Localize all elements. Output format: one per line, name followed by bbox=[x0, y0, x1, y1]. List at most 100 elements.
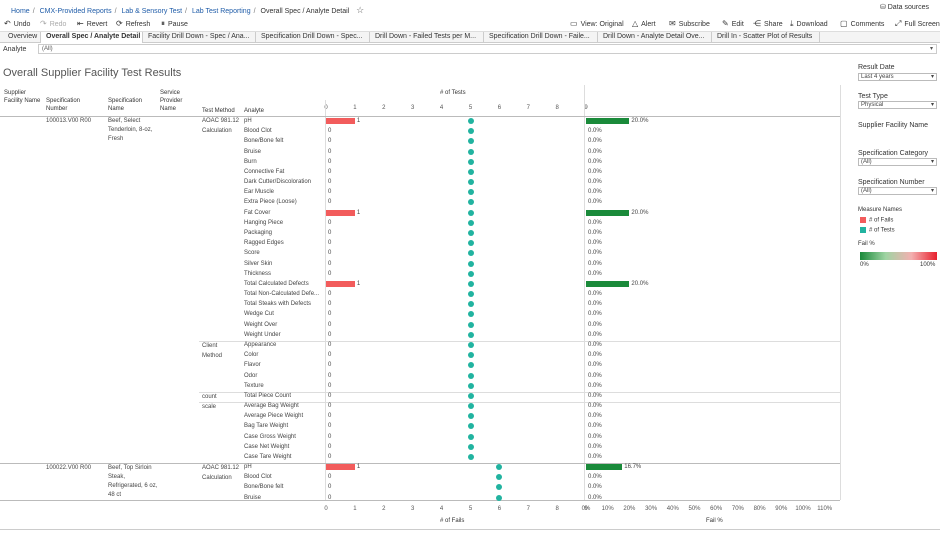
pause-button[interactable]: ⏸ Pause bbox=[161, 19, 188, 29]
tab-failed-tests[interactable]: Drill Down - Failed Tests per M... bbox=[370, 32, 484, 43]
test-method: Calculation bbox=[202, 128, 232, 134]
comments-button[interactable]: ▢ Comments bbox=[840, 19, 884, 28]
subscribe-button[interactable]: ✉ Subscribe bbox=[669, 19, 710, 28]
analyte-label: Appearance bbox=[244, 341, 277, 348]
analyte-label: Odor bbox=[244, 372, 258, 379]
undo-button[interactable]: ↶ Undo bbox=[4, 19, 30, 28]
alert-icon: △ bbox=[632, 19, 639, 28]
analyte-label: Texture bbox=[244, 382, 264, 389]
tests-dot bbox=[467, 148, 474, 155]
tab-spec-drill-failed[interactable]: Specification Drill Down - Faile... bbox=[484, 32, 598, 43]
tab-overall-spec[interactable]: Overall Spec / Analyte Detail bbox=[41, 32, 143, 43]
tab-spec-drill[interactable]: Specification Drill Down - Spec... bbox=[256, 32, 370, 43]
tab-analyte-detail[interactable]: Drill Down - Analyte Detail Ove... bbox=[598, 32, 712, 43]
refresh-button[interactable]: ⟳ Refresh bbox=[116, 19, 150, 28]
spec-number-select[interactable]: (All) ▾ bbox=[858, 187, 937, 195]
failpct-value-label: 0.0% bbox=[588, 189, 602, 196]
spec-category-select[interactable]: (All) ▾ bbox=[858, 158, 937, 166]
tab-facility-drill[interactable]: Facility Drill Down - Spec / Ana... bbox=[143, 32, 256, 43]
data-sources-button[interactable]: ⛁ Data sources bbox=[880, 3, 929, 11]
fails-value-label: 0 bbox=[328, 413, 332, 420]
method-divider bbox=[199, 392, 840, 393]
failpct-tick-label: 40% bbox=[666, 506, 679, 512]
sheet-tabs: Overview Overall Spec / Analyte Detail F… bbox=[0, 31, 940, 43]
tests-dot bbox=[467, 260, 474, 267]
failpct-value-label: 0.0% bbox=[588, 331, 602, 338]
gradient-min: 0% bbox=[860, 262, 869, 268]
legend-fails[interactable]: # of Fails bbox=[860, 217, 893, 224]
col-supplier: Supplier Facility Name bbox=[4, 90, 41, 104]
view-original-button[interactable]: ▭ View: Original bbox=[570, 19, 624, 28]
test-type-label: Test Type bbox=[858, 93, 888, 100]
fails-tick-label: 6 bbox=[497, 506, 502, 512]
tests-dot bbox=[467, 128, 474, 135]
spec-name-1: Beef, Select Tenderloin, 8-oz, Fresh bbox=[108, 118, 153, 142]
method-divider bbox=[199, 341, 840, 342]
failpct-tick-label: 100% bbox=[795, 506, 811, 512]
result-date-select[interactable]: Last 4 years ▾ bbox=[858, 73, 937, 81]
failpct-value-label: 0.0% bbox=[588, 148, 602, 155]
failpct-axis-title: Fail % bbox=[706, 518, 723, 524]
failpct-value-label: 0.0% bbox=[588, 403, 602, 410]
tab-overview[interactable]: Overview bbox=[3, 32, 41, 43]
spec-number-1: 100013.V00 R00 bbox=[46, 118, 92, 124]
tests-tick-label: 6 bbox=[497, 105, 502, 111]
fails-value-label: 0 bbox=[328, 423, 332, 430]
breadcrumb-cmx-reports[interactable]: CMX-Provided Reports bbox=[39, 8, 112, 15]
breadcrumb-lab-sensory[interactable]: Lab & Sensory Test bbox=[121, 8, 183, 15]
failpct-value-label: 0.0% bbox=[588, 443, 602, 450]
analyte-filter-value: (All) bbox=[42, 46, 53, 52]
edit-button[interactable]: ✎ Edit bbox=[722, 19, 744, 28]
fails-value-label: 0 bbox=[328, 331, 332, 338]
fails-value-label: 0 bbox=[328, 352, 332, 359]
analyte-filter-select[interactable]: (All) ▾ bbox=[38, 44, 937, 54]
analyte-label: Bruise bbox=[244, 494, 262, 501]
analyte-label: pH bbox=[244, 464, 252, 471]
download-icon: ⤓ bbox=[790, 19, 794, 28]
breadcrumb-lab-test-reporting[interactable]: Lab Test Reporting bbox=[191, 8, 251, 15]
supplier-facility-label[interactable]: Supplier Facility Name bbox=[858, 122, 929, 129]
comments-icon: ▢ bbox=[840, 19, 848, 28]
tests-dot bbox=[496, 484, 503, 491]
alert-button[interactable]: △ Alert bbox=[632, 19, 656, 28]
refresh-label: Refresh bbox=[125, 21, 151, 28]
tests-dot bbox=[467, 280, 474, 287]
redo-icon: ↷ bbox=[40, 19, 47, 28]
fails-value-label: 0 bbox=[328, 189, 332, 196]
tests-dot bbox=[467, 423, 474, 430]
breadcrumb-current: Overall Spec / Analyte Detail bbox=[260, 8, 350, 15]
axis-divider bbox=[584, 85, 585, 500]
col-spec-number: Specification Number bbox=[46, 98, 81, 112]
tests-dot bbox=[467, 443, 474, 450]
analyte-label: Score bbox=[244, 250, 260, 257]
fails-value-label: 0 bbox=[328, 138, 332, 145]
favorite-star-icon[interactable]: ☆ bbox=[356, 5, 365, 15]
legend-tests[interactable]: # of Tests bbox=[860, 227, 895, 234]
analyte-label: Color bbox=[244, 352, 259, 359]
fails-tick-label: 3 bbox=[411, 506, 415, 512]
download-button[interactable]: ⤓ Download bbox=[790, 19, 828, 29]
failpct-tick-label: 70% bbox=[731, 506, 744, 512]
col-analyte: Analyte bbox=[244, 108, 265, 114]
failpct-value-label: 16.7% bbox=[624, 464, 642, 471]
dropdown-arrow-icon: ▾ bbox=[929, 46, 933, 52]
refresh-icon: ⟳ bbox=[116, 19, 123, 28]
col-test-method: Test Method bbox=[202, 108, 235, 114]
fullscreen-button[interactable]: ⤢ Full Screen bbox=[895, 19, 940, 29]
fails-value-label: 0 bbox=[328, 168, 332, 175]
test-type-select[interactable]: Physical ▾ bbox=[858, 101, 937, 109]
tests-dot bbox=[467, 301, 474, 308]
revert-button[interactable]: ⇤ Revert bbox=[77, 19, 107, 28]
tests-tick-label: 5 bbox=[468, 105, 473, 111]
tests-dot bbox=[467, 209, 474, 216]
breadcrumb-home[interactable]: Home bbox=[11, 8, 30, 15]
share-button[interactable]: ⋲ Share bbox=[753, 19, 783, 28]
test-method: Calculation bbox=[202, 475, 232, 481]
fails-value-label: 0 bbox=[328, 301, 332, 308]
tests-tick-label: 4 bbox=[439, 105, 444, 111]
analyte-label: Wedge Cut bbox=[244, 311, 274, 318]
failpct-value-label: 0.0% bbox=[588, 240, 602, 247]
tab-scatter-plot[interactable]: Drill In - Scatter Plot of Results bbox=[712, 32, 820, 43]
redo-button[interactable]: ↷ Redo bbox=[40, 19, 66, 28]
analyte-label: Ear Muscle bbox=[244, 189, 275, 196]
